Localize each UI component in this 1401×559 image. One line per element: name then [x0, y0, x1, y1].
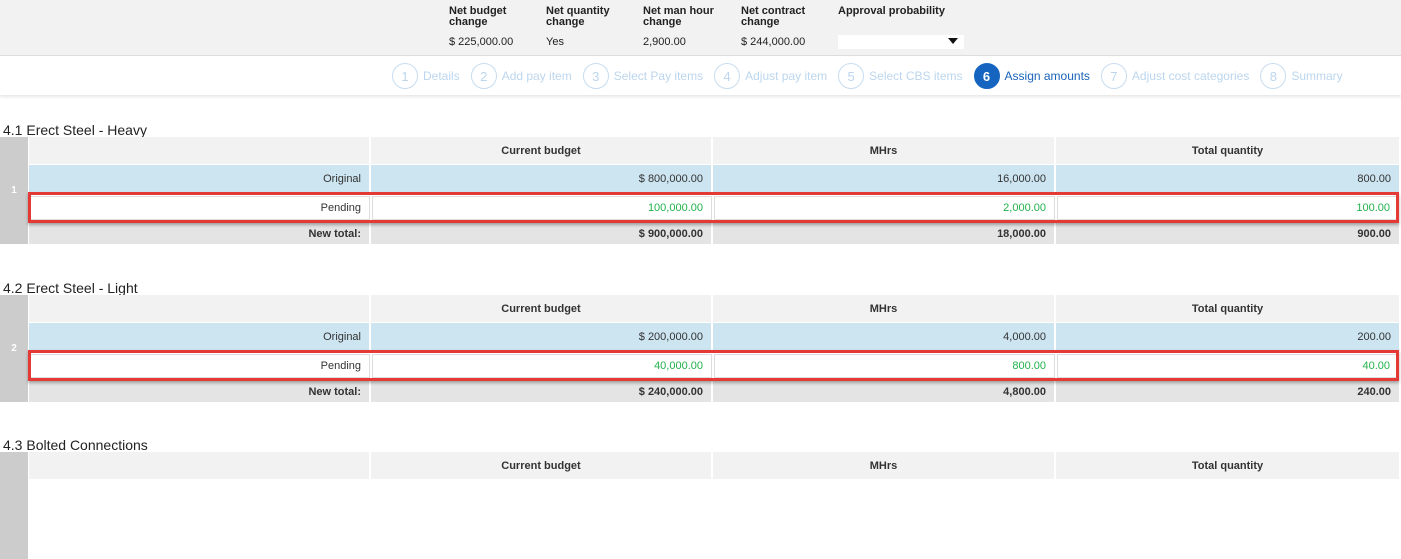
step-adjust-pay-item[interactable]: 4 Adjust pay item — [714, 63, 827, 89]
kpi-net-man-hour: Net man hour change 2,900.00 — [643, 5, 714, 49]
row-index: 1 — [0, 137, 28, 244]
kpi-net-contract: Net contract change $ 244,000.00 — [741, 5, 806, 49]
section-erect-steel-heavy: 4.1 Erect Steel - Heavy 1 Current budget… — [0, 122, 1401, 244]
step-adjust-cost-categories[interactable]: 7 Adjust cost categories — [1100, 63, 1249, 89]
row-index — [0, 452, 28, 559]
approval-label: Approval probability — [838, 5, 945, 17]
step-add-pay-item[interactable]: 2 Add pay item — [470, 63, 572, 89]
table-row-total: New total: $ 240,000.00 4,800.00 240.00 — [29, 381, 1399, 402]
table-row-original: Original $ 200,000.00 4,000.00 200.00 — [29, 323, 1399, 351]
section-bolted-connections: 4.3 Bolted Connections Current budget MHr… — [0, 437, 1401, 559]
step-summary[interactable]: 8 Summary — [1260, 63, 1343, 89]
section-title: 4.1 Erect Steel - Heavy — [3, 122, 147, 138]
table-row-original: Original $ 800,000.00 16,000.00 800.00 — [29, 165, 1399, 193]
summary-bar: Net budget change $ 225,000.00 Net quanti… — [0, 0, 1401, 56]
step-details[interactable]: 1 Details — [392, 63, 460, 89]
section-title: 4.2 Erect Steel - Light — [3, 280, 138, 296]
section-title: 4.3 Bolted Connections — [3, 437, 148, 453]
approval-probability-select[interactable] — [838, 35, 964, 49]
pending-budget-input[interactable]: 100,000.00 — [372, 196, 712, 220]
step-select-pay-items[interactable]: 3 Select Pay items — [582, 63, 703, 89]
table-row-total: New total: $ 900,000.00 18,000.00 900.00 — [29, 223, 1399, 244]
step-select-cbs-items[interactable]: 5 Select CBS items — [838, 63, 963, 89]
step-assign-amounts[interactable]: 6 Assign amounts — [973, 63, 1090, 89]
section-erect-steel-light: 4.2 Erect Steel - Light 2 Current budget… — [0, 280, 1401, 402]
pending-mhrs-input[interactable]: 2,000.00 — [714, 196, 1055, 220]
kpi-net-quantity: Net quantity change Yes — [546, 5, 610, 49]
highlight-box — [28, 192, 1399, 223]
table-header: Current budget MHrs Total quantity — [29, 137, 1399, 164]
table-row-pending: Pending 100,000.00 2,000.00 100.00 — [29, 194, 1399, 222]
pending-budget-input[interactable]: 40,000.00 — [372, 354, 712, 378]
row-index: 2 — [0, 295, 28, 402]
pending-quantity-input[interactable]: 40.00 — [1057, 354, 1398, 378]
table-header: Current budget MHrs Total quantity — [29, 452, 1399, 479]
highlight-box — [28, 350, 1399, 381]
pending-mhrs-input[interactable]: 800.00 — [714, 354, 1055, 378]
kpi-net-budget: Net budget change $ 225,000.00 — [449, 5, 514, 49]
caret-down-icon — [948, 38, 958, 44]
table-row-pending: Pending 40,000.00 800.00 40.00 — [29, 352, 1399, 380]
wizard-steps: 1 Details 2 Add pay item 3 Select Pay items… — [0, 57, 1401, 95]
pending-quantity-input[interactable]: 100.00 — [1057, 196, 1398, 220]
table-header: Current budget MHrs Total quantity — [29, 295, 1399, 322]
